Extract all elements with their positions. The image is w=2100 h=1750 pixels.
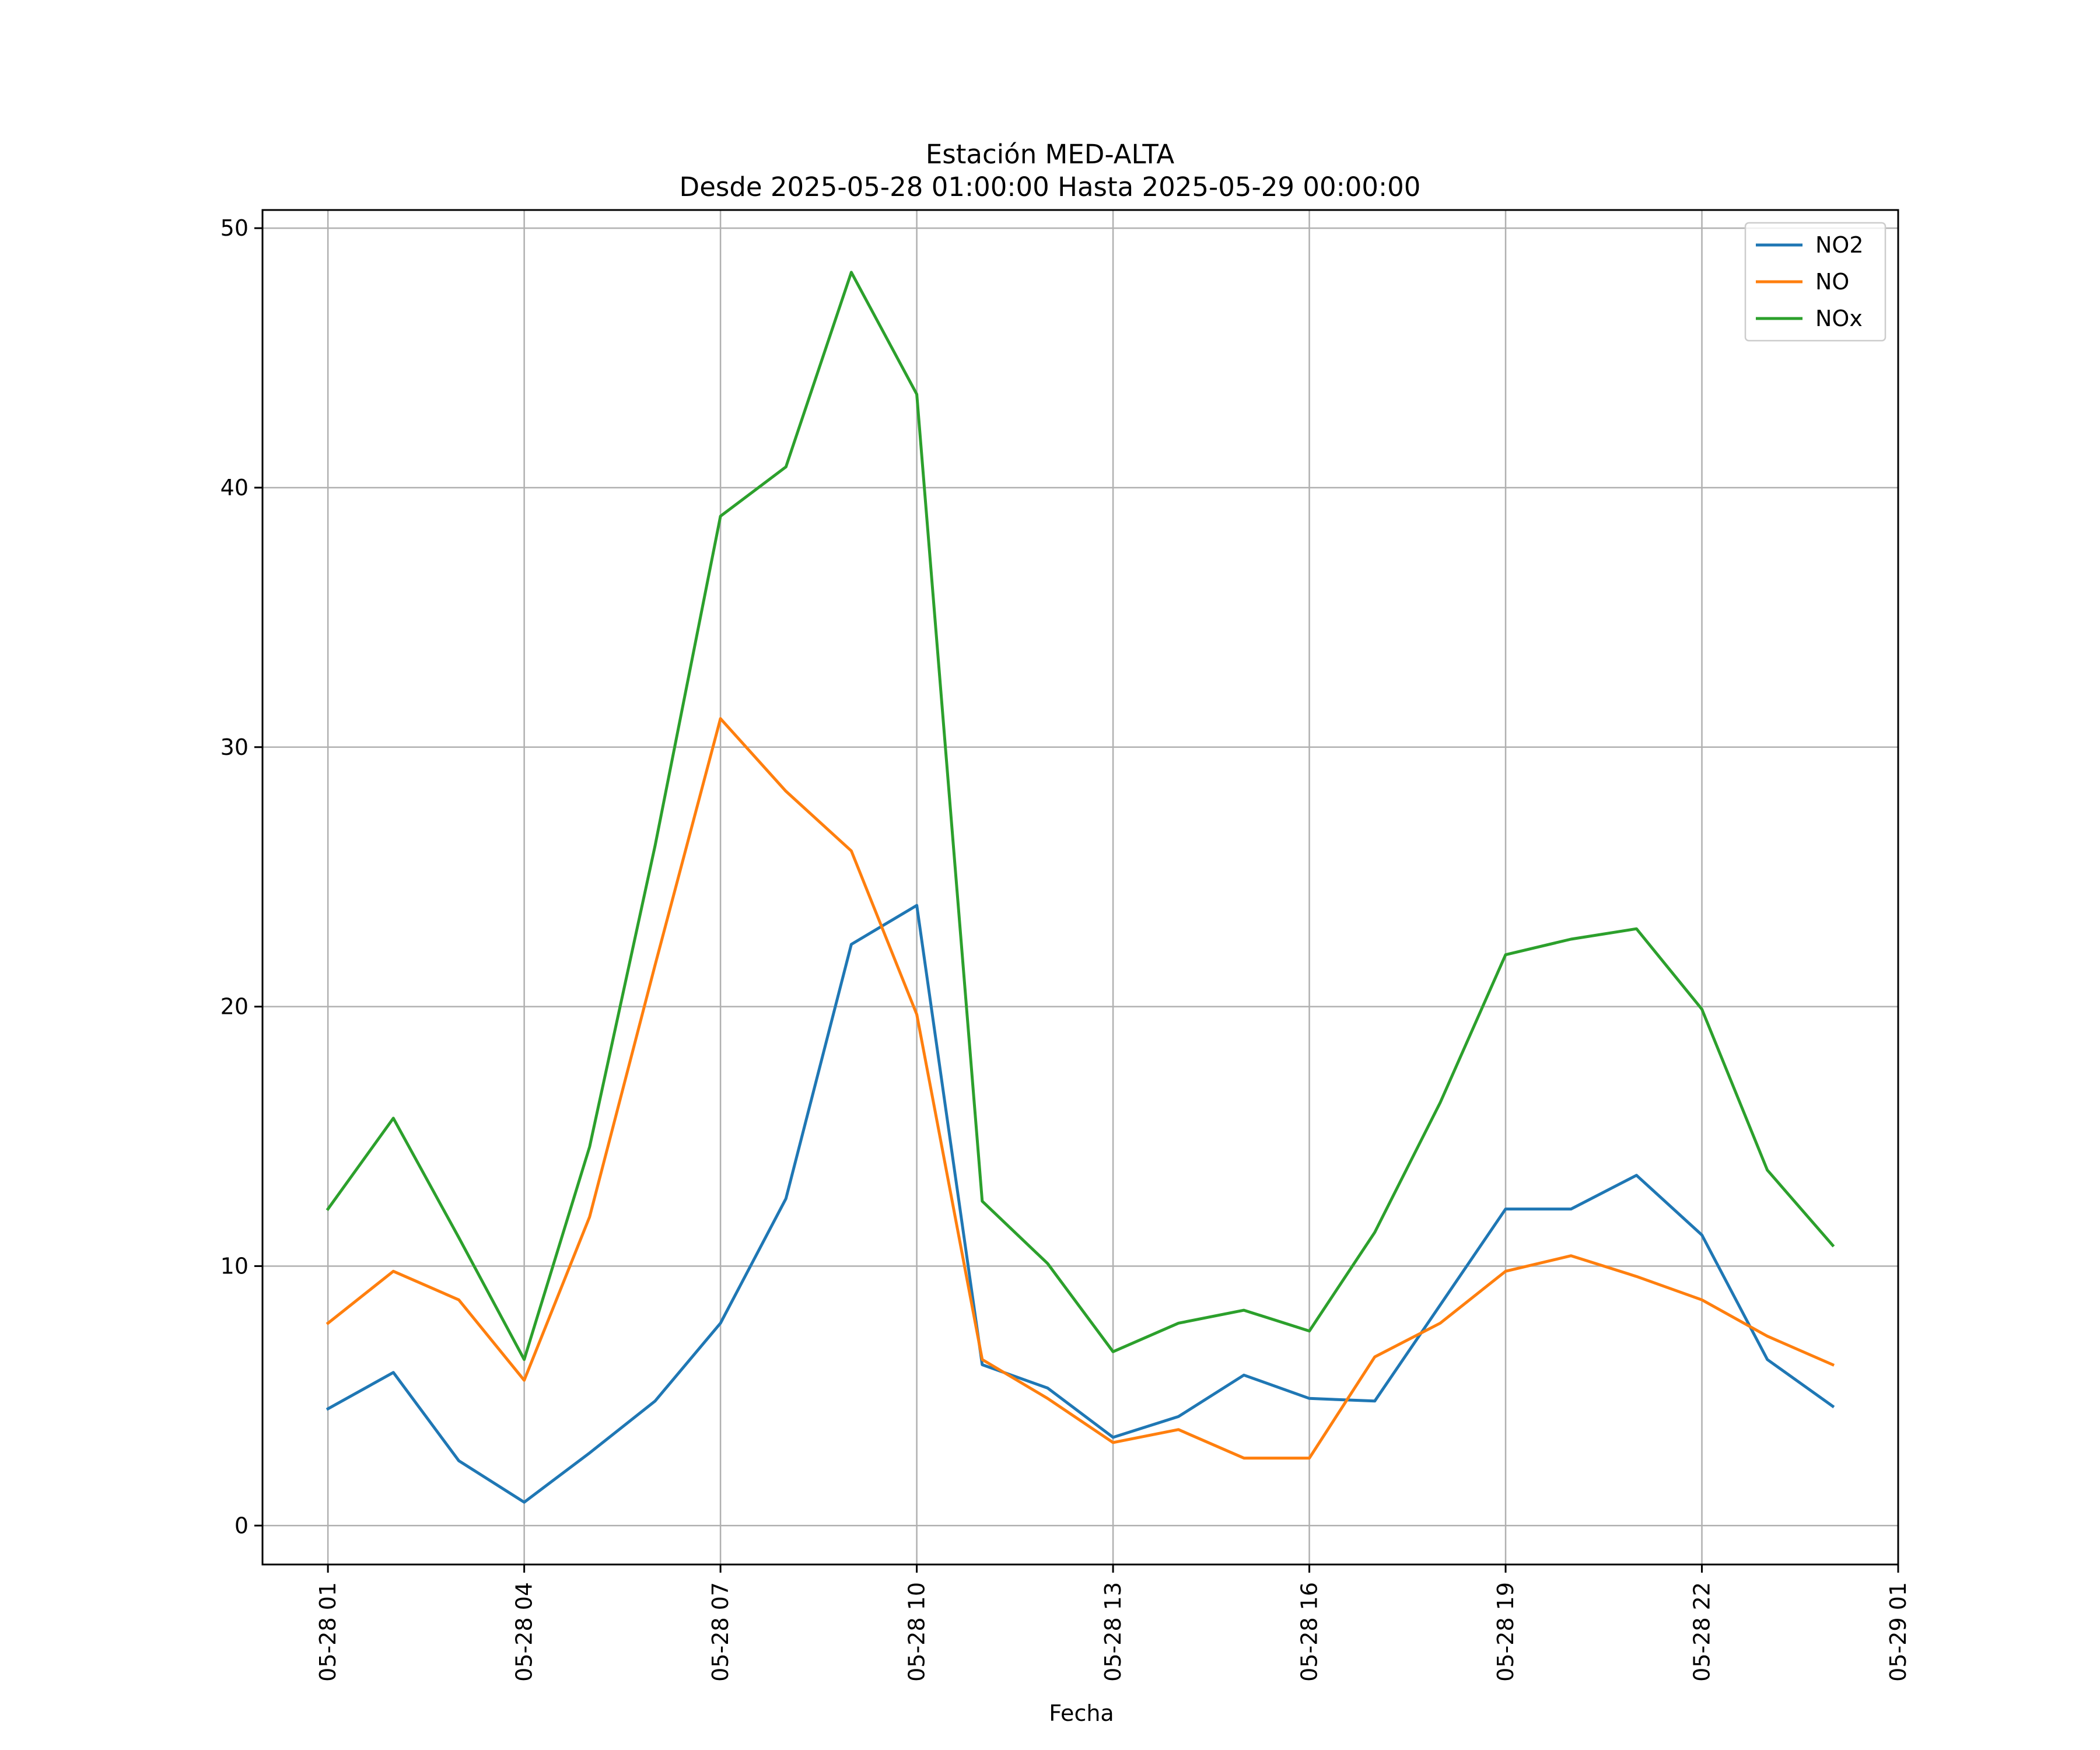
- series-line-no: [326, 717, 1835, 1460]
- legend-label-no: NO: [1815, 269, 1849, 295]
- legend: NO2 NO NOx: [1744, 222, 1887, 342]
- y-tick-label: 20: [220, 994, 249, 1020]
- y-tick-label: 40: [220, 475, 249, 501]
- series-line-no2: [326, 904, 1835, 1504]
- x-tick-label: 05-28 22: [1689, 1582, 1715, 1682]
- series-lines: [326, 271, 1835, 1504]
- plot-frame: [261, 209, 1899, 1566]
- legend-box: [1744, 222, 1887, 342]
- y-tick-label: 30: [220, 734, 249, 760]
- x-tick-label: 05-28 04: [512, 1582, 537, 1682]
- y-tick-label: 0: [235, 1513, 249, 1538]
- chart-title: Estación MED-ALTA: [926, 139, 1175, 170]
- x-tick-label: 05-28 10: [904, 1582, 930, 1682]
- x-tick-label: 05-28 16: [1297, 1582, 1322, 1682]
- x-tick-label: 05-28 19: [1493, 1582, 1518, 1682]
- legend-label-no2: NO2: [1815, 232, 1864, 258]
- legend-label-nox: NOx: [1815, 306, 1863, 331]
- y-tick-label: 50: [220, 215, 249, 241]
- y-axis-ticks: 0 10 20 30 40 50: [220, 215, 262, 1538]
- x-tick-label: 05-28 07: [708, 1582, 733, 1682]
- x-tick-label: 05-28 01: [315, 1582, 341, 1682]
- x-tick-label: 05-29 01: [1885, 1582, 1911, 1682]
- y-tick-label: 10: [220, 1253, 249, 1279]
- x-tick-label: 05-28 13: [1100, 1582, 1126, 1682]
- x-axis-ticks: 05-28 01 05-28 04 05-28 07 05-28 10 05-28 13…: [315, 1564, 1911, 1682]
- chart-subtitle: Desde 2025-05-28 01:00:00 Hasta 2025-05-…: [680, 172, 1421, 202]
- x-axis-label: Fecha: [1049, 1700, 1114, 1726]
- series-line-nox: [326, 271, 1835, 1362]
